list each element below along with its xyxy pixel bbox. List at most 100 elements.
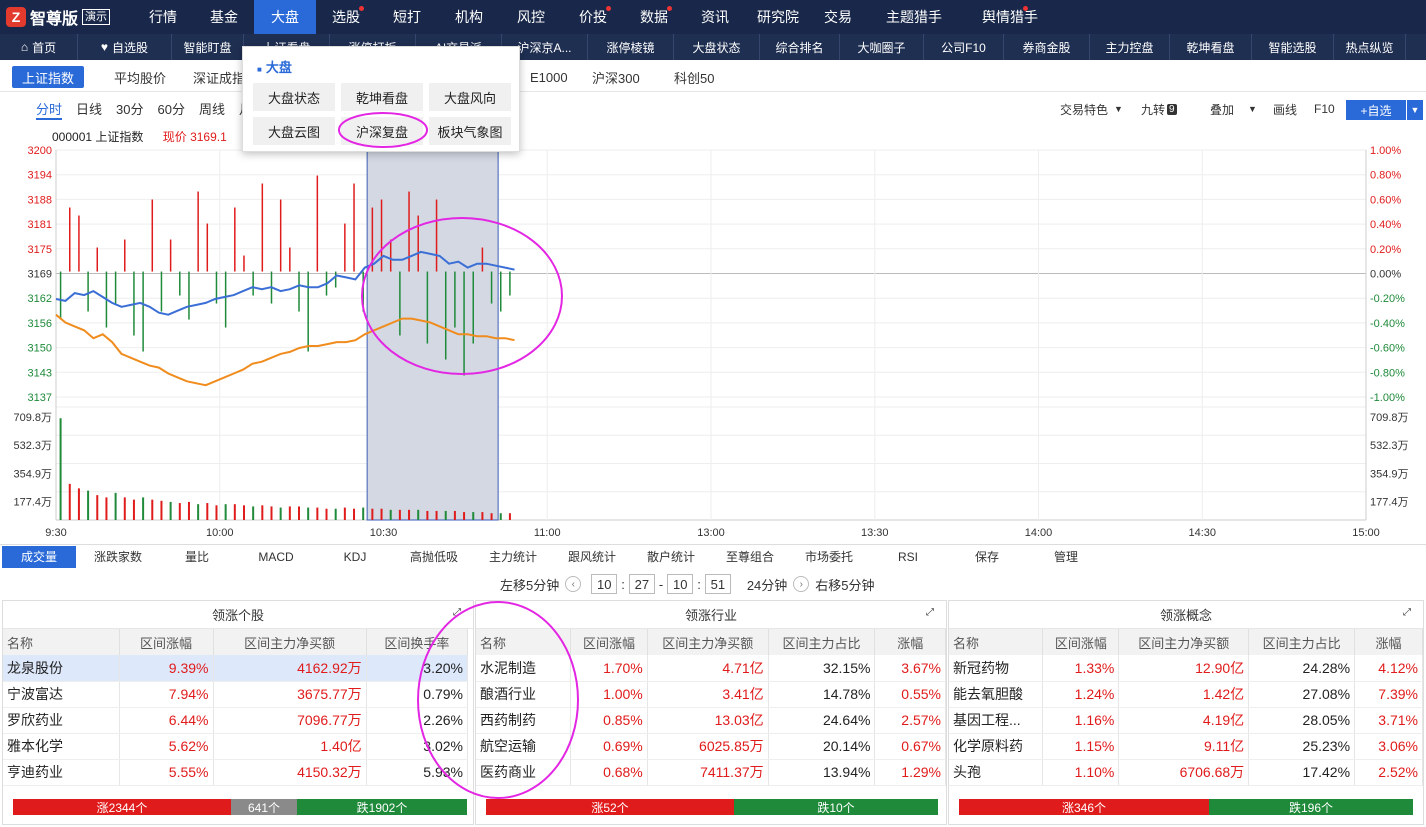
index-tab-5[interactable]: 科创50 (674, 70, 715, 86)
topnav-6[interactable]: 风控 (500, 0, 562, 34)
column-header[interactable]: 名称 (476, 629, 572, 655)
add-favorite-dropdown[interactable]: ▼ (1407, 100, 1423, 120)
table-row[interactable]: 医药商业 0.68% 7411.37万 13.94% 1.29% (476, 759, 946, 786)
topnav-12[interactable]: 主题猎手 (866, 0, 962, 34)
column-header[interactable]: 区间主力净买额 (1118, 629, 1250, 655)
indicator-tab-4[interactable]: KDJ (343, 549, 367, 564)
table-row[interactable]: 航空运输 0.69% 6025.85万 20.14% 0.67% (476, 733, 946, 760)
table-row[interactable]: 新冠药物 1.33% 12.90亿 24.28% 4.12% (949, 655, 1423, 682)
overlay-dropdown[interactable]: 叠加 ▼ (1210, 102, 1257, 117)
indicator-tab-12[interactable]: 保存 (974, 550, 999, 564)
topnav-11[interactable]: 交易 (810, 0, 866, 34)
column-header[interactable]: 区间涨幅 (119, 629, 214, 655)
column-header[interactable]: 区间主力占比 (1248, 629, 1356, 655)
indicator-tab-10[interactable]: 市场委托 (804, 550, 853, 564)
table-row[interactable]: 雅本化学 5.62% 1.40亿 3.02% (3, 733, 469, 760)
indicator-tab-13[interactable]: 管理 (1053, 550, 1078, 564)
menu-qiankun-kanpan[interactable]: 乾坤看盘 (341, 83, 423, 111)
column-header[interactable]: 区间涨幅 (570, 629, 648, 655)
index-tab-2[interactable]: 深证成指 (193, 70, 246, 86)
topnav-2[interactable]: 大盘 (254, 0, 316, 34)
expand-icon[interactable]: ⤢ (926, 607, 934, 618)
end-hour[interactable]: 10 (667, 574, 694, 594)
table-row[interactable]: 能去氧胆酸 1.24% 1.42亿 27.08% 7.39% (949, 681, 1423, 708)
period-tab-1[interactable]: 日线 (76, 101, 103, 117)
column-header[interactable]: 区间主力净买额 (213, 629, 367, 655)
subnav-item-14[interactable]: 乾坤看盘 (1170, 34, 1252, 60)
subnav-item-13[interactable]: 主力控盘 (1090, 34, 1170, 60)
subnav-item-11[interactable]: 公司F10 (924, 34, 1004, 60)
topnav-4[interactable]: 短打 (376, 0, 438, 34)
index-tab-1[interactable]: 平均股价 (114, 70, 167, 86)
column-header[interactable]: 名称 (3, 629, 120, 655)
subnav-item-8[interactable]: 大盘状态 (674, 34, 760, 60)
subnav-item-16[interactable]: 热点纵览 (1334, 34, 1406, 60)
table-row[interactable]: 亨迪药业 5.55% 4150.32万 5.93% (3, 759, 469, 786)
start-minute[interactable]: 27 (628, 574, 655, 594)
column-header[interactable]: 区间涨幅 (1042, 629, 1120, 655)
indicator-tab-9[interactable]: 至尊组合 (725, 550, 774, 564)
shift-right-button[interactable]: › (793, 576, 810, 592)
table-row[interactable]: 水泥制造 1.70% 4.71亿 32.15% 3.67% (476, 655, 946, 682)
brand[interactable]: Z 智尊版 演示 (0, 0, 130, 34)
draw-line-button[interactable]: 画线 (1273, 102, 1298, 117)
indicator-tab-1[interactable]: 涨跌家数 (93, 550, 142, 564)
expand-icon[interactable]: ⤢ (1403, 607, 1411, 618)
topnav-0[interactable]: 行情 (132, 0, 194, 34)
indicator-tab-6[interactable]: 主力统计 (488, 550, 537, 564)
table-row[interactable]: 宁波富达 7.94% 3675.77万 0.79% (3, 681, 469, 708)
table-row[interactable]: 龙泉股份 9.39% 4162.92万 3.20% (3, 655, 469, 682)
subnav-item-12[interactable]: 券商金股 (1004, 34, 1090, 60)
column-header[interactable]: 涨幅 (1354, 629, 1423, 655)
topnav-1[interactable]: 基金 (194, 0, 254, 34)
column-header[interactable]: 区间主力净买额 (647, 629, 769, 655)
index-tab-4[interactable]: 沪深300 (592, 70, 640, 86)
subnav-item-0[interactable]: ⌂ 首页 (0, 34, 78, 60)
period-tab-3[interactable]: 60分 (157, 101, 185, 117)
period-tab-4[interactable]: 周线 (198, 101, 225, 117)
indicator-tab-7[interactable]: 跟风统计 (567, 550, 616, 564)
menu-dapan-fengxiang[interactable]: 大盘风向 (429, 83, 511, 111)
period-tab-0[interactable]: 分时 (36, 99, 63, 120)
table-row[interactable]: 西药制药 0.85% 13.03亿 24.64% 2.57% (476, 707, 946, 734)
shift-left-button[interactable]: ‹ (565, 576, 582, 592)
indicator-tab-8[interactable]: 散户统计 (646, 550, 695, 564)
table-row[interactable]: 头孢 1.10% 6706.68万 17.42% 2.52% (949, 759, 1423, 786)
jiuzhuan-button[interactable]: 九转 9 (1141, 102, 1177, 117)
indicator-tab-0[interactable]: 成交量 (2, 545, 76, 568)
expand-icon[interactable]: ⤢ (453, 607, 461, 618)
table-row[interactable]: 化学原料药 1.15% 9.11亿 25.23% 3.06% (949, 733, 1423, 760)
indicator-tab-3[interactable]: MACD (258, 549, 294, 564)
topnav-5[interactable]: 机构 (438, 0, 500, 34)
table-row[interactable]: 基因工程... 1.16% 4.19亿 28.05% 3.71% (949, 707, 1423, 734)
add-favorite-button[interactable]: +自选 (1346, 100, 1406, 120)
topnav-7[interactable]: 价投 (562, 0, 624, 34)
end-minute[interactable]: 51 (704, 574, 731, 594)
subnav-item-9[interactable]: 综合排名 (760, 34, 840, 60)
menu-dapan-cloud[interactable]: 大盘云图 (253, 117, 335, 145)
topnav-8[interactable]: 数据 (624, 0, 684, 34)
column-header[interactable]: 区间换手率 (366, 629, 469, 655)
topnav-9[interactable]: 资讯 (684, 0, 746, 34)
table-row[interactable]: 罗欣药业 6.44% 7096.77万 2.26% (3, 707, 469, 734)
indicator-tab-11[interactable]: RSI (897, 549, 918, 564)
f10-button[interactable]: F10 (1314, 102, 1335, 116)
period-tab-2[interactable]: 30分 (116, 101, 144, 117)
topnav-10[interactable]: 研究院 (746, 0, 810, 34)
column-header[interactable]: 涨幅 (874, 629, 946, 655)
subnav-item-1[interactable]: ♥ 自选股 (78, 34, 172, 60)
trade-feature-dropdown[interactable]: 交易特色 ▼ (1060, 102, 1123, 117)
subnav-item-2[interactable]: 智能盯盘 (172, 34, 244, 60)
column-header[interactable]: 名称 (949, 629, 1044, 655)
menu-sector-weather[interactable]: 板块气象图 (429, 117, 511, 145)
menu-hushen-fupan[interactable]: 沪深复盘 (341, 117, 423, 145)
subnav-item-6[interactable]: 沪深京A... (502, 34, 588, 60)
column-header[interactable]: 区间主力占比 (768, 629, 876, 655)
subnav-item-15[interactable]: 智能选股 (1252, 34, 1334, 60)
topnav-13[interactable]: 舆情猎手 (962, 0, 1058, 34)
start-hour[interactable]: 10 (591, 574, 618, 594)
intraday-chart[interactable]: 3200 3194 3188 3181 3175 3169 3162 3156 3150 3143… (0, 142, 1426, 542)
indicator-tab-5[interactable]: 高抛低吸 (409, 550, 458, 564)
subnav-item-10[interactable]: 大咖圈子 (840, 34, 924, 60)
subnav-item-7[interactable]: 涨停棱镜 (588, 34, 674, 60)
